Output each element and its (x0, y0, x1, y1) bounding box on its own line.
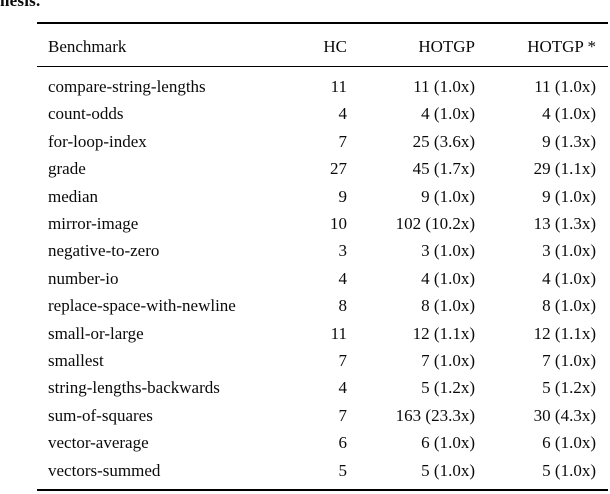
value-cell: 13 (1.3x) (533, 214, 596, 234)
benchmark-results-table: Benchmark HC HOTGP HOTGP * compare-string-l… (37, 22, 608, 492)
benchmark-name-cell: compare-string-lengths (48, 77, 206, 96)
table-row: mirror-image 10 102 (10.2x) 13 (1.3x) (37, 210, 608, 237)
value-cell: 4 (1.0x) (542, 104, 596, 124)
value-cell: 9 (338, 186, 348, 206)
value-cell: 4 (338, 268, 348, 288)
value-cell: 5 (338, 460, 348, 480)
value-cell: 8 (1.0x) (421, 296, 475, 316)
table-row: replace-space-with-newline 8 8 (1.0x) 8 (1.… (37, 292, 608, 319)
value-cell: 6 (1.0x) (542, 433, 596, 453)
value-cell: 9 (1.3x) (542, 131, 596, 151)
value-cell: 27 (330, 159, 347, 179)
value-cell: 6 (1.0x) (421, 433, 475, 453)
value-cell: 6 (338, 433, 348, 453)
table-row: string-lengths-backwards 4 5 (1.2x) 5 (1.2x… (37, 374, 608, 401)
benchmark-name-cell: count-odds (48, 104, 124, 124)
table-row: smallest 7 7 (1.0x) 7 (1.0x) (37, 347, 608, 374)
benchmark-name-cell: vector-average (48, 433, 149, 453)
value-cell: 12 (1.1x) (412, 323, 475, 343)
table-header: Benchmark HC HOTGP HOTGP * (37, 23, 608, 67)
benchmark-name-cell: mirror-image (48, 214, 139, 234)
value-cell: 12 (1.1x) (533, 323, 596, 343)
value-cell: 4 (1.0x) (421, 104, 475, 124)
value-cell: 5 (1.2x) (421, 378, 475, 398)
benchmark-name-cell: sum-of-squares (48, 405, 153, 425)
benchmark-name-cell: for-loop-index (48, 131, 147, 151)
value-cell: 4 (338, 378, 348, 398)
benchmark-name-cell: median (48, 186, 99, 206)
value-cell: 8 (1.0x) (542, 296, 596, 316)
value-cell: 29 (1.1x) (533, 159, 596, 179)
value-cell: 8 (338, 296, 348, 316)
value-cell: 7 (338, 405, 348, 425)
column-header-hc: HC (323, 37, 347, 56)
value-cell: 3 (1.0x) (421, 241, 475, 261)
value-cell: 25 (3.6x) (412, 131, 475, 151)
benchmark-name-cell: negative-to-zero (48, 241, 160, 261)
value-cell: 11 (1.0x) (534, 77, 596, 96)
column-header-hotgp: HOTGP (418, 37, 475, 56)
table-row: sum-of-squares 7 163 (23.3x) 30 (4.3x) (37, 402, 608, 429)
header-row: Benchmark HC HOTGP HOTGP * (37, 23, 608, 67)
benchmark-name-cell: replace-space-with-newline (48, 296, 236, 316)
value-cell: 9 (1.0x) (542, 186, 596, 206)
value-cell: 163 (23.3x) (395, 405, 475, 425)
benchmark-name-cell: smallest (48, 351, 104, 371)
benchmark-name-cell: string-lengths-backwards (48, 378, 220, 398)
benchmark-name-cell: number-io (48, 268, 119, 288)
table-row: vector-average 6 6 (1.0x) 6 (1.0x) (37, 429, 608, 456)
value-cell: 45 (1.7x) (412, 159, 475, 179)
table-row: count-odds 4 4 (1.0x) 4 (1.0x) (37, 100, 608, 127)
value-cell: 9 (1.0x) (421, 186, 475, 206)
table-body: compare-string-lengths 11 11 (1.0x) 11 (1.0… (37, 67, 608, 491)
value-cell: 5 (1.2x) (542, 378, 596, 398)
value-cell: 30 (4.3x) (533, 405, 596, 425)
value-cell: 11 (330, 323, 347, 343)
table-row: compare-string-lengths 11 11 (1.0x) 11 (1.0… (37, 67, 608, 101)
value-cell: 102 (10.2x) (395, 214, 475, 234)
value-cell: 4 (1.0x) (421, 268, 475, 288)
table-row: for-loop-index 7 25 (3.6x) 9 (1.3x) (37, 128, 608, 155)
value-cell: 5 (1.0x) (542, 460, 596, 480)
column-header-benchmark: Benchmark (48, 37, 127, 56)
benchmark-name-cell: small-or-large (48, 323, 144, 343)
value-cell: 7 (1.0x) (421, 351, 475, 371)
table-row: vectors-summed 5 5 (1.0x) 5 (1.0x) (37, 457, 608, 490)
table-row: median 9 9 (1.0x) 9 (1.0x) (37, 183, 608, 210)
value-cell: 3 (1.0x) (542, 241, 596, 261)
table-row: small-or-large 11 12 (1.1x) 12 (1.1x) (37, 320, 608, 347)
table-row: number-io 4 4 (1.0x) 4 (1.0x) (37, 265, 608, 292)
benchmark-name-cell: vectors-summed (48, 460, 161, 480)
value-cell: 7 (338, 351, 348, 371)
value-cell: 4 (338, 104, 348, 124)
benchmark-name-cell: grade (48, 159, 86, 179)
table-row: negative-to-zero 3 3 (1.0x) 3 (1.0x) (37, 237, 608, 264)
value-cell: 11 (330, 77, 347, 96)
value-cell: 4 (1.0x) (542, 268, 596, 288)
caption-text-fragment: hesis. (0, 0, 41, 10)
table-row: grade 27 45 (1.7x) 29 (1.1x) (37, 155, 608, 182)
value-cell: 7 (338, 131, 348, 151)
value-cell: 7 (1.0x) (542, 351, 596, 371)
value-cell: 5 (1.0x) (421, 460, 475, 480)
value-cell: 11 (1.0x) (413, 77, 475, 96)
value-cell: 3 (338, 241, 348, 261)
column-header-hotgp_star: HOTGP * (527, 37, 596, 56)
value-cell: 10 (330, 214, 347, 234)
